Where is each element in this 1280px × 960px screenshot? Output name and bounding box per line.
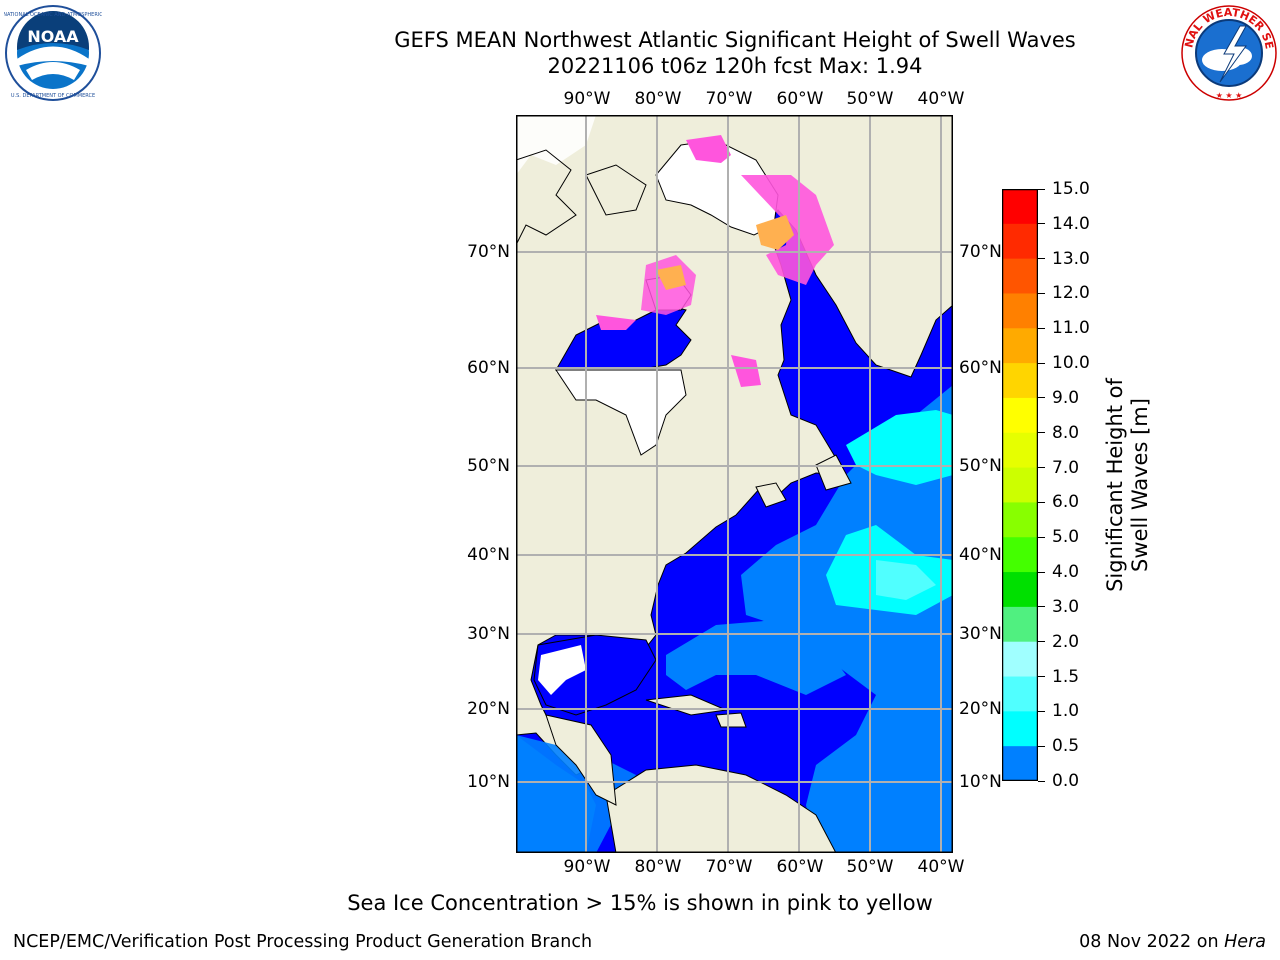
colorbar-tick xyxy=(1038,292,1045,294)
colorbar-tick xyxy=(1038,223,1045,225)
nws-logo-icon: NATIONAL WEATHER SERVICE ★ ★ ★ xyxy=(1180,4,1277,101)
lon-label-bottom: 60°W xyxy=(776,857,824,877)
noaa-logo-icon: NOAA NATIONAL OCEANIC AND ATMOSPHERIC U.… xyxy=(4,5,102,101)
lat-label-right: 20°N xyxy=(959,699,1002,719)
colorbar-tick xyxy=(1038,571,1045,573)
colorbar-segment xyxy=(1002,328,1038,364)
colorbar-segment xyxy=(1002,606,1038,643)
host-name: Hera xyxy=(1224,932,1266,952)
lon-label-top: 70°W xyxy=(705,89,753,109)
colorbar-segment xyxy=(1002,189,1038,225)
lon-label-top: 40°W xyxy=(917,89,965,109)
colorbar-tick xyxy=(1038,397,1045,399)
colorbar-tick-label: 8.0 xyxy=(1052,422,1080,443)
colorbar-tick-label: 3.0 xyxy=(1052,596,1080,617)
colorbar-segment xyxy=(1002,572,1038,608)
colorbar-tick-label: 2.0 xyxy=(1052,631,1080,652)
colorbar-tick xyxy=(1038,467,1045,469)
lon-label-top: 80°W xyxy=(634,89,682,109)
colorbar-tick-label: 12.0 xyxy=(1052,283,1090,304)
colorbar-segment xyxy=(1002,293,1038,329)
colorbar-segment xyxy=(1002,467,1038,503)
colorbar-segment xyxy=(1002,711,1038,747)
sea-ice-note: Sea Ice Concentration > 15% is shown in … xyxy=(347,891,933,915)
colorbar-tick xyxy=(1038,676,1045,678)
colorbar-tick-label: 4.0 xyxy=(1052,562,1080,583)
svg-text:NATIONAL OCEANIC AND ATMOSPHER: NATIONAL OCEANIC AND ATMOSPHERIC xyxy=(4,12,102,18)
colorbar-tick xyxy=(1038,606,1045,608)
colorbar-tick xyxy=(1038,536,1045,538)
lat-label-left: 20°N xyxy=(467,699,510,719)
lat-label-right: 40°N xyxy=(959,545,1002,565)
lon-label-top: 50°W xyxy=(846,89,894,109)
colorbar-tick-label: 1.0 xyxy=(1052,701,1080,722)
lat-label-right: 50°N xyxy=(959,456,1002,476)
south-america xyxy=(605,764,837,853)
colorbar xyxy=(1002,189,1038,781)
credit-text: NCEP/EMC/Verification Post Processing Pr… xyxy=(13,932,593,952)
colorbar-title: Significant Height of Swell Waves [m] xyxy=(1103,378,1152,592)
svg-text:NOAA: NOAA xyxy=(27,27,79,46)
colorbar-segment xyxy=(1002,432,1038,469)
colorbar-tick xyxy=(1038,745,1045,747)
colorbar-tick xyxy=(1038,362,1045,364)
colorbar-tick-label: 6.0 xyxy=(1052,492,1080,513)
colorbar-tick-label: 11.0 xyxy=(1052,318,1090,339)
colorbar-segment xyxy=(1002,641,1038,678)
lat-label-left: 50°N xyxy=(467,456,510,476)
colorbar-tick xyxy=(1038,258,1045,260)
lon-label-top: 60°W xyxy=(776,89,824,109)
sea-ice-pink xyxy=(686,135,731,163)
colorbar-segment xyxy=(1002,676,1038,712)
lon-label-bottom: 40°W xyxy=(917,857,965,877)
colorbar-tick xyxy=(1038,432,1045,434)
chart-subtitle: 20221106 t06z 120h fcst Max: 1.94 xyxy=(547,54,923,78)
arctic-white xyxy=(655,139,779,236)
lon-label-bottom: 80°W xyxy=(634,857,682,877)
lat-label-right: 70°N xyxy=(959,242,1002,262)
colorbar-tick-label: 1.5 xyxy=(1052,666,1080,687)
colorbar-tick-label: 13.0 xyxy=(1052,248,1090,269)
colorbar-tick-label: 5.0 xyxy=(1052,527,1080,548)
lat-label-left: 30°N xyxy=(467,624,510,644)
lat-label-left: 70°N xyxy=(467,242,510,262)
colorbar-segment xyxy=(1002,397,1038,434)
lon-label-bottom: 90°W xyxy=(563,857,611,877)
lon-label-bottom: 50°W xyxy=(846,857,894,877)
colorbar-tick-label: 0.5 xyxy=(1052,736,1080,757)
lat-label-left: 40°N xyxy=(467,545,510,565)
lat-label-left: 60°N xyxy=(467,358,510,378)
colorbar-tick xyxy=(1038,641,1045,643)
colorbar-tick xyxy=(1038,710,1045,712)
lat-label-right: 30°N xyxy=(959,624,1002,644)
chart-title: GEFS MEAN Northwest Atlantic Significant… xyxy=(394,28,1076,52)
colorbar-segment xyxy=(1002,746,1038,781)
colorbar-tick xyxy=(1038,188,1045,190)
colorbar-segment xyxy=(1002,363,1038,399)
run-date: 08 Nov 2022 on Hera xyxy=(1079,932,1266,952)
colorbar-tick xyxy=(1038,327,1045,329)
lat-label-left: 10°N xyxy=(467,772,510,792)
colorbar-segment xyxy=(1002,258,1038,294)
colorbar-tick-label: 7.0 xyxy=(1052,457,1080,478)
colorbar-tick-label: 9.0 xyxy=(1052,387,1080,408)
lon-label-bottom: 70°W xyxy=(705,857,753,877)
lat-label-right: 60°N xyxy=(959,358,1002,378)
swell-height-map xyxy=(516,115,953,853)
svg-text:★ ★ ★: ★ ★ ★ xyxy=(1216,91,1243,100)
colorbar-segment xyxy=(1002,223,1038,260)
colorbar-tick xyxy=(1038,780,1045,782)
colorbar-tick-label: 10.0 xyxy=(1052,353,1090,374)
colorbar-tick-label: 14.0 xyxy=(1052,213,1090,234)
colorbar-tick-label: 15.0 xyxy=(1052,179,1090,199)
svg-text:U.S. DEPARTMENT OF COMMERCE: U.S. DEPARTMENT OF COMMERCE xyxy=(11,93,95,99)
lat-label-right: 10°N xyxy=(959,772,1002,792)
colorbar-tick-label: 0.0 xyxy=(1052,771,1080,791)
colorbar-tick xyxy=(1038,501,1045,503)
lon-label-top: 90°W xyxy=(563,89,611,109)
colorbar-segment xyxy=(1002,502,1038,538)
colorbar-segment xyxy=(1002,537,1038,573)
